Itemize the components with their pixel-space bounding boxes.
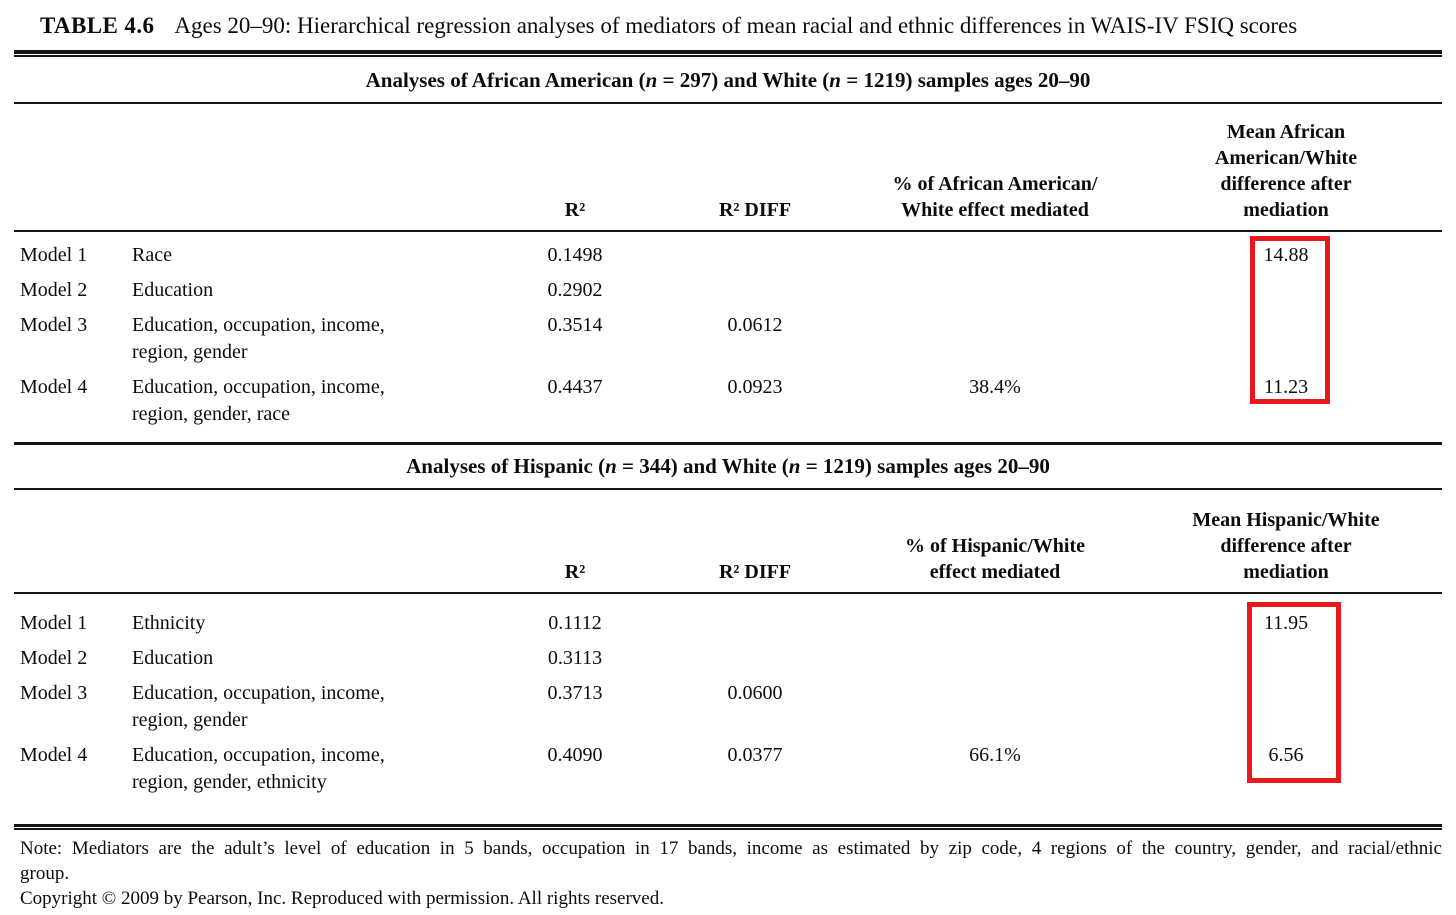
model-label: Model 4 [20,376,88,398]
italic-n: n [605,454,617,478]
mean-difference-value [1175,680,1442,734]
model-label: Model 1 [20,612,88,634]
mean-difference-value [1175,277,1442,304]
table-body: Model 1 Ethnicity 0.1112 11.95 Model 2 E… [14,594,1442,824]
section-hispanic: Analyses of Hispanic (n = 344) and White… [14,445,1442,824]
table-body: Model 1 Race 0.1498 14.88 Model 2 Educat… [14,232,1442,442]
copyright-text: Copyright © 2009 by Pearson, Inc. Reprod… [20,888,664,909]
predictors-cell: Race [132,244,172,266]
mean-difference-value: 11.23 [1263,376,1309,398]
r2-value: 0.2902 [547,279,603,301]
section-title-text: = 297) and White ( [657,68,830,92]
table-title-row: TABLE 4.6 Ages 20–90: Hierarchical regres… [14,12,1442,40]
section-title-text: = 344) and White ( [616,454,789,478]
model-label: Model 3 [20,682,88,704]
col-header-mean-difference: Mean Hispanic/White difference after med… [1192,509,1380,583]
section-title: Analyses of Hispanic (n = 344) and White… [14,445,1442,488]
predictors-cell: Ethnicity [132,612,206,634]
table-row: Model 3 Education, occupation, income, r… [14,312,1442,366]
col-header-pct-mediated: % of African American/ White effect medi… [892,173,1098,221]
r2diff-value: 0.0377 [727,744,783,766]
table-row: Model 4 Education, occupation, income, r… [14,374,1442,428]
r2diff-value [695,610,815,637]
r2-value: 0.1112 [548,612,602,634]
section-african-american: Analyses of African American (n = 297) a… [14,57,1442,442]
predictors-cell: Education [132,279,214,301]
italic-n: n [788,454,801,478]
predictors-cell: Education, occupation, income, region, g… [132,744,385,793]
section-title-text: Analyses of Hispanic ( [406,454,606,478]
r2-value: 0.3514 [547,314,603,336]
table-row: Model 1 Ethnicity 0.1112 11.95 [14,610,1442,637]
italic-n: n [829,68,841,92]
table-footnotes: Note: Mediators are the adult’s level of… [14,836,1442,911]
predictors-cell: Education, occupation, income, region, g… [132,314,385,363]
italic-n: n [645,68,658,92]
table-row: Model 4 Education, occupation, income, r… [14,742,1442,796]
pct-mediated-value [815,680,1175,734]
model-label: Model 2 [20,279,88,301]
top-double-rule [14,50,1442,57]
r2-value: 0.4437 [547,376,603,398]
r2-value: 0.3113 [547,647,603,669]
table-number-label: TABLE 4.6 [40,13,155,38]
r2diff-value [695,645,815,672]
col-header-r2diff: R² DIFF [718,561,792,583]
divider [14,102,1442,104]
pct-mediated-value: 66.1% [969,744,1021,766]
predictors-cell: Education, occupation, income, region, g… [132,376,385,425]
model-label: Model 4 [20,744,88,766]
r2diff-value: 0.0600 [727,682,783,704]
model-label: Model 3 [20,314,88,336]
pct-mediated-value [815,610,1175,637]
model-label: Model 1 [20,244,88,266]
bottom-heavy-rule [14,824,1442,830]
table-caption: Ages 20–90: Hierarchical regression anal… [174,13,1298,38]
column-header-row: R² R² DIFF % of African American/ White … [14,104,1442,230]
note-text-continued: group. [20,863,70,884]
pct-mediated-value [815,312,1175,366]
note-text: Note: Mediators are the adult’s level of… [20,838,1442,859]
predictors-cell: Education, occupation, income, region, g… [132,682,385,731]
section-title-text: Analyses of African American ( [365,68,646,92]
predictors-cell: Education [132,647,214,669]
r2-value: 0.1498 [547,244,603,266]
col-header-r2: R² [564,561,586,583]
divider [14,592,1442,594]
table-row: Model 2 Education 0.2902 [14,277,1442,304]
mean-difference-value: 14.88 [1263,244,1309,266]
divider [14,488,1442,490]
col-header-pct-mediated: % of Hispanic/White effect mediated [904,535,1085,583]
r2-value: 0.3713 [547,682,603,704]
pct-mediated-value [815,645,1175,672]
section-title: Analyses of African American (n = 297) a… [14,57,1442,102]
mean-difference-value [1175,645,1442,672]
column-header-row: R² R² DIFF % of Hispanic/White effect me… [14,490,1442,592]
col-header-r2diff: R² DIFF [718,199,792,221]
pct-mediated-value: 38.4% [969,376,1021,398]
section-title-text: = 1219) samples ages 20–90 [840,68,1091,92]
table-row: Model 2 Education 0.3113 [14,645,1442,672]
mean-difference-value: 6.56 [1268,744,1304,766]
mean-difference-value [1175,312,1442,366]
section-title-text: = 1219) samples ages 20–90 [800,454,1050,478]
divider [14,230,1442,232]
col-header-mean-difference: Mean African American/White difference a… [1214,121,1358,221]
table-row: Model 1 Race 0.1498 14.88 [14,242,1442,269]
r2diff-value: 0.0923 [727,376,783,398]
section-divider-rule [14,442,1442,445]
model-label: Model 2 [20,647,88,669]
r2-value: 0.4090 [547,744,603,766]
table-row: Model 3 Education, occupation, income, r… [14,680,1442,734]
mean-difference-value: 11.95 [1263,612,1309,634]
pct-mediated-value [815,242,1175,269]
r2diff-value [695,277,815,304]
col-header-r2: R² [564,199,586,221]
pct-mediated-value [815,277,1175,304]
r2diff-value: 0.0612 [727,314,783,336]
r2diff-value [695,242,815,269]
